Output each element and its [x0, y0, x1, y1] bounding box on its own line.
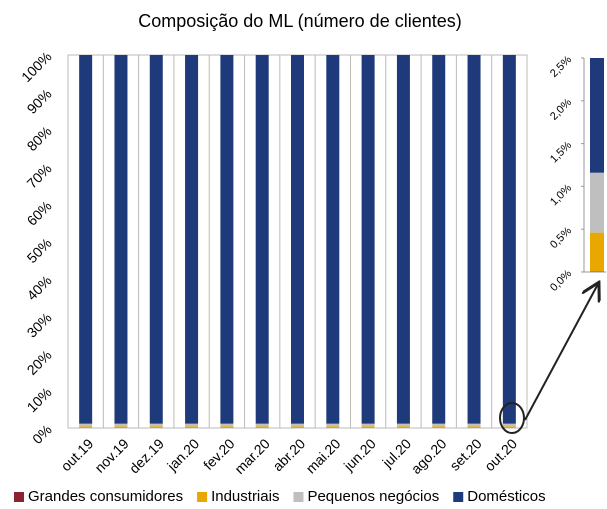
bar-segment — [396, 426, 410, 428]
highlight-ellipse — [499, 402, 525, 434]
bar-segment — [432, 55, 446, 424]
bar-segment — [114, 55, 128, 424]
bar-segment — [326, 423, 340, 427]
bar-segment — [467, 423, 481, 427]
x-tick-label: jun.20 — [340, 435, 379, 474]
bar-segment — [149, 426, 163, 428]
y-tick-label: 0% — [29, 421, 55, 447]
bar-segment — [361, 426, 375, 428]
arrow — [524, 284, 598, 421]
x-tick-label: out.20 — [481, 435, 520, 474]
bar-segment — [255, 426, 269, 428]
x-tick-label: ago.20 — [408, 435, 450, 477]
legend-swatch — [293, 492, 304, 502]
bar-segment — [326, 426, 340, 428]
legend-swatch — [453, 492, 464, 502]
legend-swatch — [197, 492, 208, 502]
bar-segment — [79, 426, 93, 428]
x-tick-label: mai.20 — [303, 435, 344, 476]
y-tick-label: 1,0% — [548, 182, 574, 208]
main-plot — [67, 54, 528, 429]
x-tick-label: dez.19 — [126, 435, 167, 476]
bar-segment — [149, 423, 163, 427]
y-tick-label: 80% — [24, 123, 55, 154]
y-tick-label: 1,5% — [548, 139, 574, 165]
bar-segment — [291, 426, 304, 428]
bar-segment — [114, 423, 128, 427]
legend-label: Grandes consumidores — [28, 488, 183, 505]
y-tick-label: 70% — [24, 160, 55, 191]
bar-segment — [326, 55, 340, 424]
y-tick-label: 50% — [24, 235, 55, 266]
bar-segment — [185, 426, 199, 428]
legend-label: Domésticos — [467, 488, 545, 505]
bar-segment — [255, 55, 269, 424]
bar-segment — [467, 426, 481, 428]
y-tick-label: 30% — [24, 310, 55, 341]
inset-plot — [590, 58, 604, 272]
legend-swatch — [14, 492, 24, 502]
x-tick-label: jan.20 — [163, 435, 202, 474]
bar-segment — [255, 423, 269, 427]
bar-segment — [502, 426, 516, 428]
legend-label: Industriais — [211, 488, 279, 505]
y-tick-label: 0,5% — [548, 225, 574, 251]
bar-segment — [185, 423, 199, 427]
y-tick-label: 40% — [24, 272, 55, 303]
x-tick-label: abr.20 — [269, 435, 308, 474]
y-tick-label: 90% — [24, 86, 55, 117]
y-tick-label: 100% — [18, 48, 55, 85]
bar-segment — [361, 423, 375, 427]
bar-segment — [220, 426, 234, 428]
bar-segment — [467, 55, 481, 424]
bar-segment — [185, 55, 199, 424]
bar-segment — [396, 423, 410, 427]
bar-segment — [361, 55, 375, 424]
bar-segment — [432, 423, 446, 427]
x-tick-label: mar.20 — [231, 435, 273, 477]
bar-segment — [220, 55, 234, 424]
bar-segment — [590, 172, 604, 233]
bar-segment — [432, 426, 446, 428]
y-tick-label: 2,5% — [548, 54, 574, 80]
x-tick-label: nov.19 — [91, 435, 131, 475]
y-tick-label: 2,0% — [548, 96, 574, 122]
bar-segment — [291, 55, 304, 424]
x-tick-label: set.20 — [446, 435, 484, 473]
x-tick-label: out.19 — [58, 435, 97, 474]
y-tick-label: 0,0% — [548, 268, 574, 294]
chart-title: Composição do ML (número de clientes) — [138, 11, 461, 31]
bar-segment — [79, 55, 93, 424]
y-tick-label: 60% — [24, 198, 55, 229]
bar-segment — [114, 426, 128, 428]
y-tick-label: 20% — [24, 347, 55, 378]
bar-segment — [79, 423, 93, 427]
bar-segment — [149, 55, 163, 424]
y-tick-label: 10% — [24, 384, 55, 415]
bar-segment — [502, 55, 516, 424]
bar-segment — [396, 55, 410, 424]
bar-segment — [590, 58, 604, 173]
bar-segment — [502, 423, 516, 427]
bar-segment — [590, 232, 604, 272]
bar-segment — [220, 423, 234, 427]
legend-label: Pequenos negócios — [307, 488, 439, 505]
bar-segment — [291, 423, 304, 427]
